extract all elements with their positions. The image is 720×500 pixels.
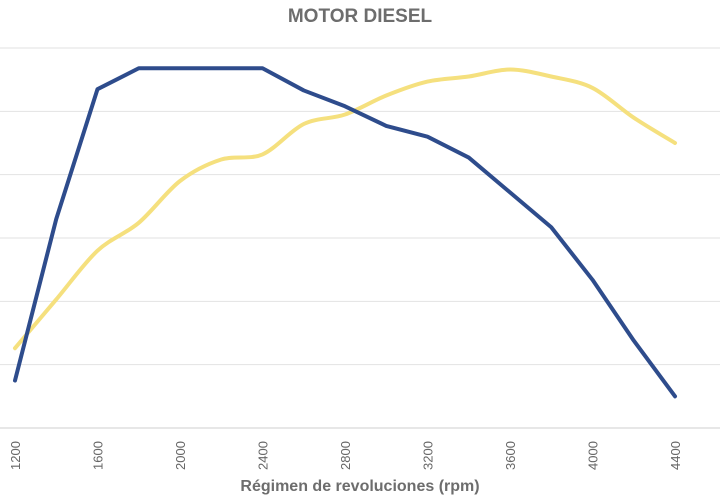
x-axis-title: Régimen de revoluciones (rpm) [240,478,480,495]
series-line-2 [13,67,677,351]
x-tick-label: 4400 [668,441,683,470]
x-tick-label: 1200 [8,441,23,470]
x-tick-label: 2000 [173,441,188,470]
x-tick-label: 1600 [91,441,106,470]
x-tick-label: 3200 [421,441,436,470]
chart-title: MOTOR DIESEL [287,6,433,27]
x-tick-label: 2400 [256,441,271,470]
x-tick-label: 2800 [338,441,353,470]
x-tick-label: 4000 [586,441,601,470]
x-tick-label: 3600 [503,441,518,470]
series-line-1 [13,66,677,399]
